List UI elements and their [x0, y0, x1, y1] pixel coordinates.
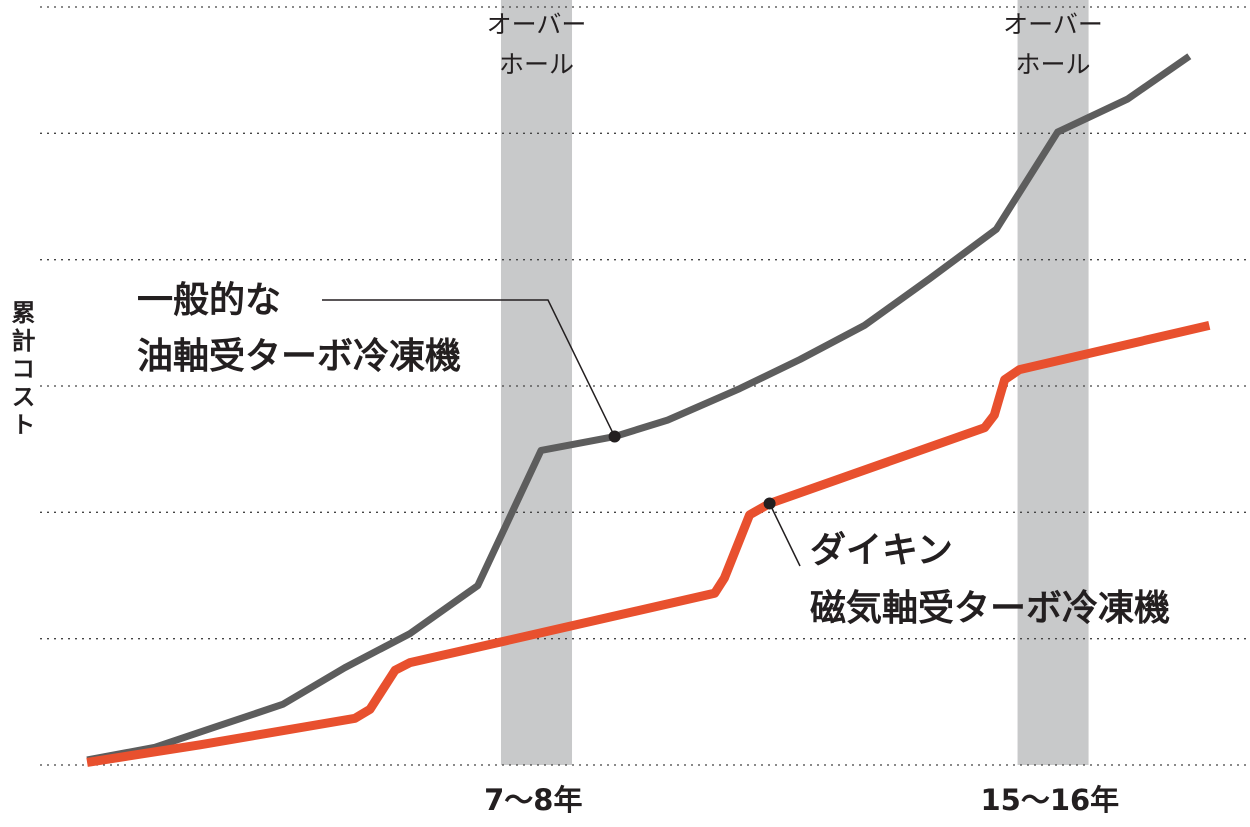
- line: [86, 53, 1192, 764]
- overhaul-band: [1017, 0, 1089, 765]
- x-tick-label: 7～8年: [484, 783, 582, 817]
- band-label: ホール: [499, 50, 574, 79]
- line: [86, 320, 1211, 767]
- legend-label: ダイキン: [810, 530, 953, 571]
- overhaul-band: [500, 0, 573, 765]
- leader-line: [322, 299, 616, 437]
- x-tick-label: 15～16年: [980, 783, 1119, 817]
- band-label: オーバー: [487, 10, 587, 39]
- y-axis-label: 累計コスト: [7, 300, 35, 440]
- band-label: オーバー: [1003, 10, 1103, 39]
- band-label: ホール: [1016, 50, 1091, 79]
- legend-label: 一般的な: [137, 280, 281, 321]
- legend-label: 磁気軸受ターボ冷凍機: [810, 588, 1170, 629]
- legend-label: 油軸受ターボ冷凍機: [137, 336, 461, 377]
- callout-dot: [608, 430, 621, 443]
- leader-line: [768, 503, 801, 567]
- callout-dot: [763, 497, 776, 510]
